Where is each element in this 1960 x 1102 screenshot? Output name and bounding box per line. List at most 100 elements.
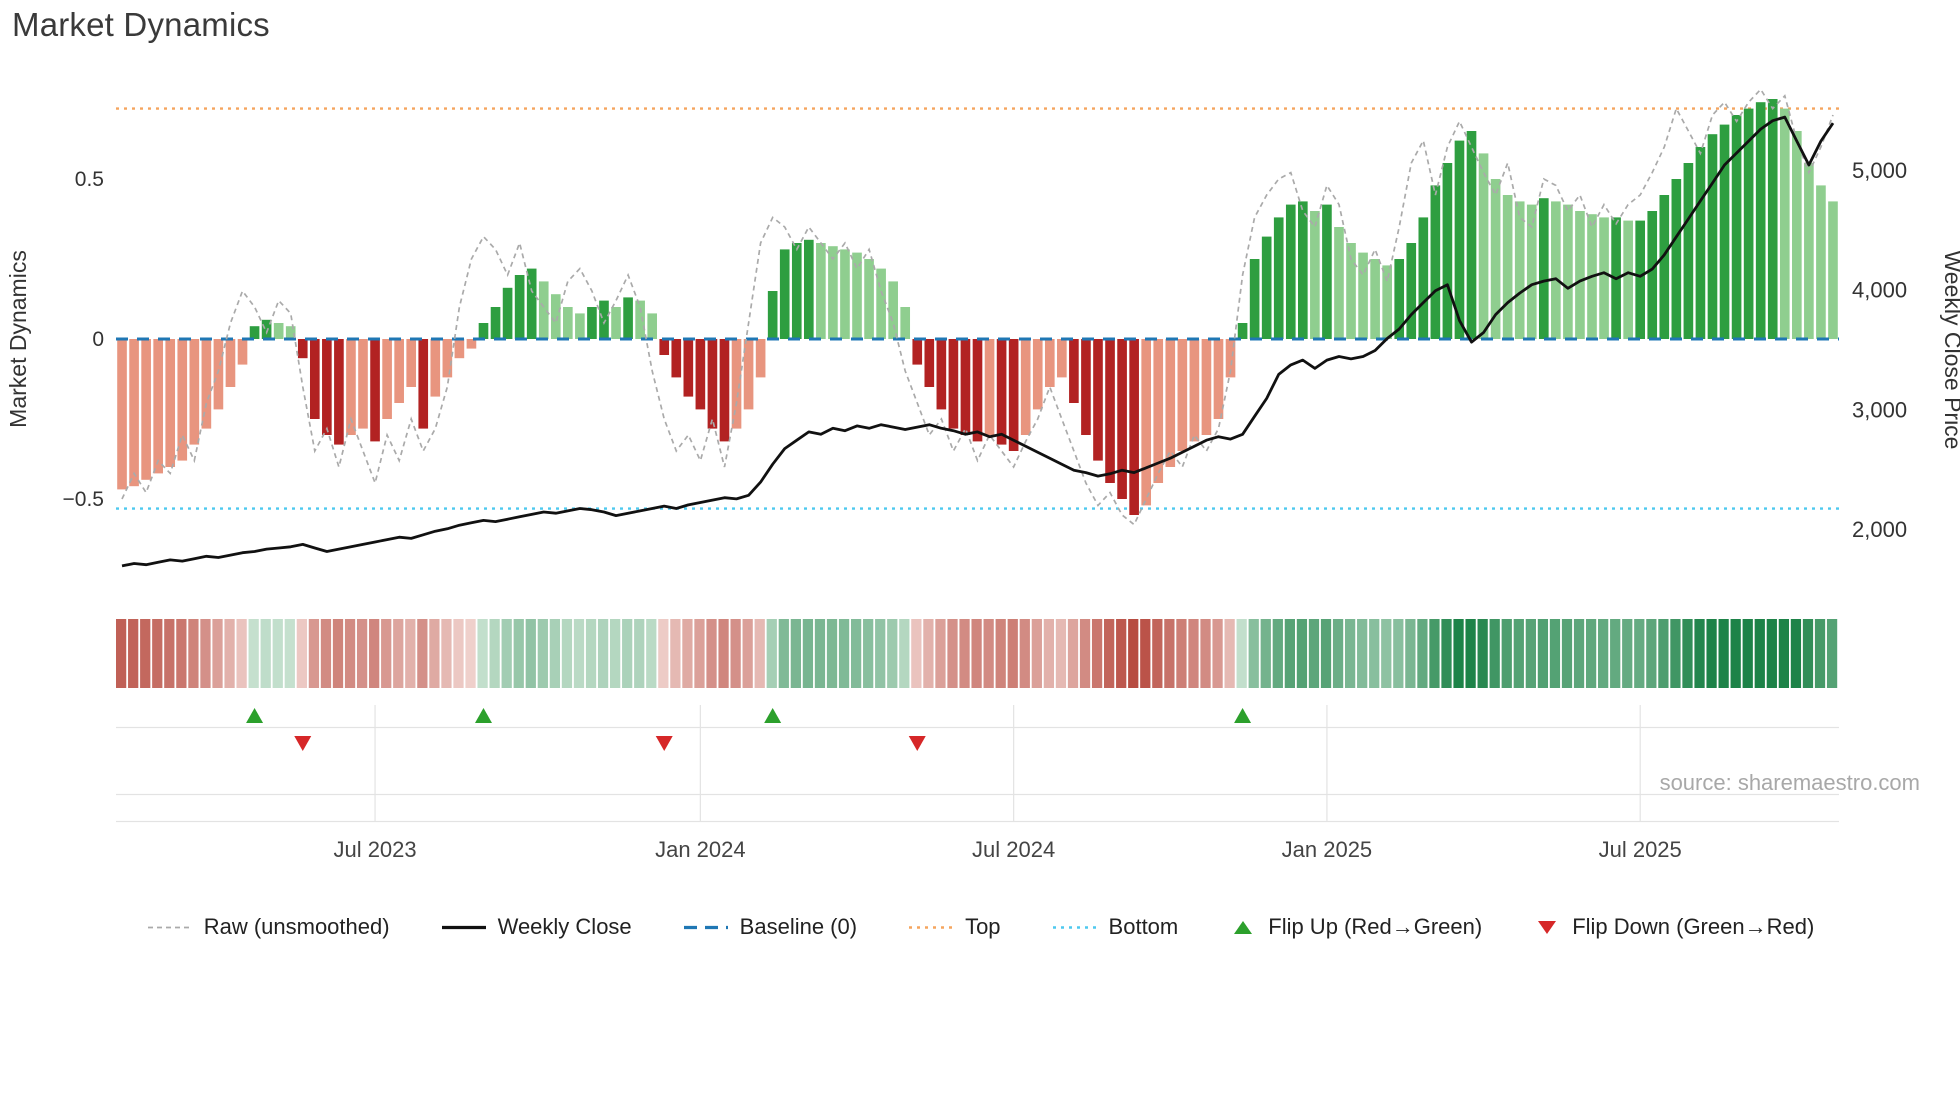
heatmap-cell	[1043, 619, 1055, 688]
heatmap-cell	[1477, 619, 1488, 688]
heatmap-cell	[1658, 619, 1669, 688]
osc-bar	[261, 319, 272, 339]
osc-bar	[1683, 163, 1694, 339]
osc-bar	[1792, 131, 1802, 339]
heatmap-cell	[1573, 619, 1585, 688]
heatmap-cell	[260, 619, 271, 688]
heatmap-cell	[1272, 619, 1283, 688]
heatmap-cell	[453, 619, 464, 688]
heatmap-cell	[525, 619, 536, 688]
osc-bar	[225, 339, 236, 387]
heatmap-cell	[128, 619, 139, 688]
legend-label: Weekly Close	[497, 914, 632, 939]
osc-bar	[1189, 339, 1200, 442]
y-axis-right-tick: 4,000	[1852, 278, 1907, 303]
heatmap-cell	[597, 619, 609, 688]
y-axis-right-label: Weekly Close Price	[1940, 251, 1960, 450]
heatmap-cell	[212, 619, 223, 688]
osc-bar	[828, 246, 838, 339]
heatmap-cell	[610, 619, 621, 688]
heatmap-cell	[1622, 619, 1633, 688]
osc-bar	[1057, 339, 1067, 378]
heatmap-cell	[778, 619, 789, 688]
osc-bar	[1237, 323, 1248, 339]
osc-bar	[912, 339, 923, 365]
legend-label: Raw (unsmoothed)	[203, 914, 390, 939]
osc-bar	[249, 326, 260, 339]
heatmap-cell	[1140, 619, 1151, 688]
osc-bar	[1779, 108, 1790, 339]
heatmap-cell	[1646, 619, 1657, 688]
heatmap-cell	[1561, 619, 1573, 688]
heatmap-cell	[1766, 619, 1777, 688]
y-axis-left-tick: 0	[92, 328, 104, 351]
heatmap-cell	[1598, 619, 1609, 688]
heatmap-cell	[1670, 619, 1681, 688]
legend-item-bottom: Bottom	[1051, 914, 1178, 940]
heatmap-cell	[1296, 619, 1308, 688]
osc-bar	[1370, 259, 1380, 339]
osc-bar	[888, 281, 898, 339]
osc-bar	[1225, 339, 1236, 378]
heatmap-cell	[790, 619, 801, 688]
heatmap-cell	[573, 619, 585, 688]
osc-bar	[1129, 339, 1139, 515]
heatmap-cell	[116, 619, 127, 688]
osc-bar	[659, 339, 670, 355]
osc-bar	[1804, 163, 1814, 339]
osc-bar	[430, 339, 441, 397]
osc-bar	[623, 297, 633, 339]
osc-bar	[852, 252, 862, 339]
heatmap-cell	[971, 619, 982, 688]
heatmap-cell	[429, 619, 440, 688]
osc-bar	[1671, 179, 1682, 339]
heatmap-cell	[838, 619, 850, 688]
osc-bar	[587, 307, 597, 339]
heatmap-cell	[1393, 619, 1404, 688]
osc-bar	[1755, 102, 1766, 339]
osc-bar	[189, 339, 200, 445]
osc-bar	[924, 339, 935, 387]
flip-down-swatch-icon	[1538, 920, 1557, 934]
heatmap-cell	[549, 619, 561, 688]
heatmap-cell	[537, 619, 548, 688]
heatmap-cell	[634, 619, 645, 688]
heatmap-cell	[1236, 619, 1247, 688]
top-swatch-icon	[909, 925, 954, 929]
osc-bar	[1731, 115, 1742, 339]
heatmap-cell	[1754, 619, 1765, 688]
heatmap-cell	[730, 619, 741, 688]
osc-bar	[1743, 108, 1754, 339]
x-axis-tick: Jul 2023	[333, 837, 416, 862]
flip-down-marker	[655, 736, 673, 751]
heatmap-cell	[863, 619, 874, 688]
heatmap-cell	[1585, 619, 1597, 688]
heatmap-cell	[236, 619, 247, 688]
heatmap-cell	[1790, 619, 1802, 688]
heatmap-cell	[1019, 619, 1030, 688]
weekly-close-line	[121, 115, 1835, 568]
flip-up-swatch-icon	[1234, 920, 1253, 934]
osc-bar	[346, 339, 356, 435]
x-axis-tick: Jan 2025	[1282, 837, 1373, 862]
heatmap-cell	[356, 619, 368, 688]
osc-bar	[948, 339, 959, 429]
y-axis-right-tick: 3,000	[1852, 397, 1907, 422]
osc-bar	[1502, 195, 1513, 339]
osc-bar	[1298, 201, 1308, 339]
osc-bar	[779, 249, 790, 339]
osc-bar	[695, 339, 706, 410]
osc-bar	[322, 339, 332, 435]
osc-bar	[611, 307, 621, 339]
osc-bar	[309, 339, 320, 419]
heatmap-cell	[875, 619, 886, 688]
osc-bar	[1695, 147, 1706, 339]
osc-bar	[1213, 339, 1224, 419]
heatmap-cell	[802, 619, 814, 688]
heatmap-cell	[200, 619, 211, 688]
heatmap-cell	[1634, 619, 1645, 688]
osc-bar	[936, 339, 947, 410]
heatmap-cell	[983, 619, 994, 688]
heatmap-cell	[670, 619, 681, 688]
osc-bar	[1563, 204, 1573, 339]
